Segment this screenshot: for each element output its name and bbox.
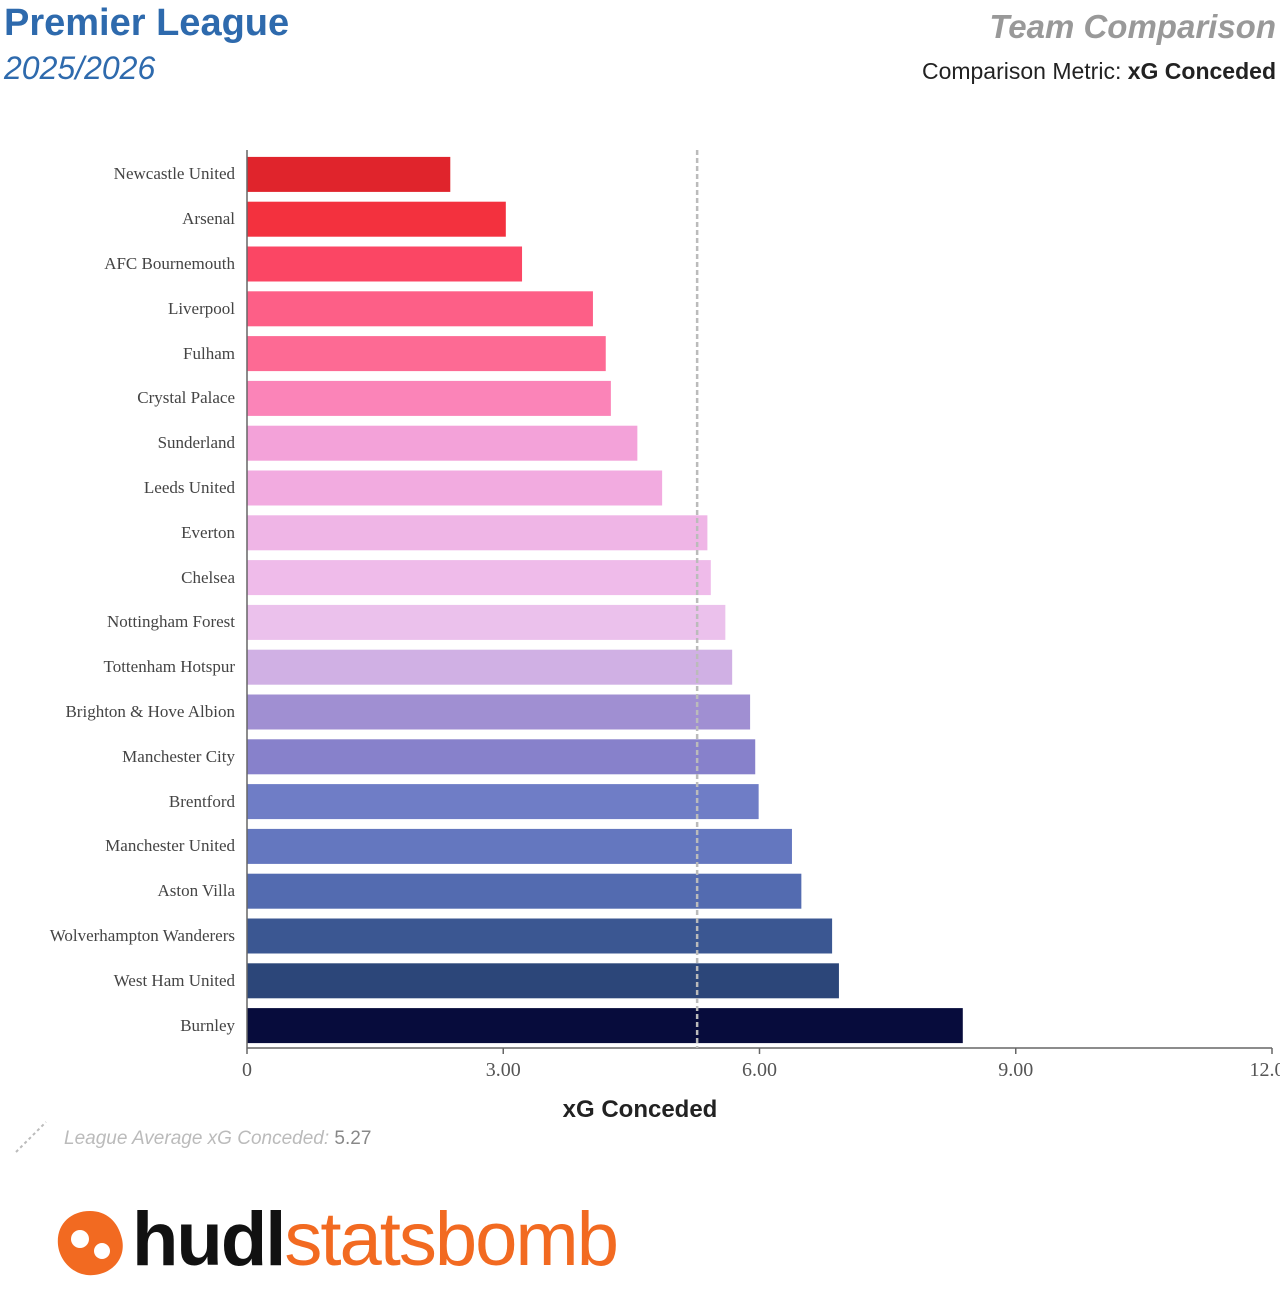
bar	[247, 918, 833, 954]
y-tick-label: Fulham	[183, 343, 235, 363]
y-tick-label: AFC Bournemouth	[104, 254, 235, 273]
season: 2025/2026	[4, 50, 156, 86]
chart: 0 3.00 6.00 9.00 12.00	[242, 150, 1280, 1081]
x-tick-label: 9.00	[998, 1059, 1033, 1081]
bar	[247, 425, 638, 461]
y-tick-label: Leeds United	[143, 478, 235, 497]
x-tick-label: 6.00	[742, 1059, 777, 1081]
y-tick-label: Manchester City	[122, 746, 235, 766]
y-tick-label: Chelsea	[181, 567, 235, 587]
y-tick-label: Burnley	[180, 1015, 235, 1035]
metric: xG Conceded	[1127, 58, 1276, 84]
y-tick-label: Crystal Palace	[137, 388, 235, 408]
subtitle: Team Comparison	[989, 8, 1276, 45]
y-tick-label: West Ham United	[113, 970, 235, 990]
bar	[247, 649, 733, 685]
y-tick-label: Aston Villa	[157, 881, 235, 901]
y-tick-label: Arsenal	[182, 209, 235, 229]
bar	[247, 336, 606, 372]
y-tick-label: Manchester United	[105, 836, 235, 856]
title: Premier League	[4, 2, 290, 44]
legend-value: 5.27	[334, 1128, 372, 1149]
bar	[247, 828, 792, 864]
legend: League Average xG Conceded: 5.27	[64, 1128, 371, 1150]
x-tick-label: 0	[242, 1059, 252, 1081]
legend-icon	[15, 1121, 47, 1153]
bar	[247, 784, 759, 820]
logo-part1: hudl	[132, 1197, 286, 1282]
y-tick-label: Brighton & Hove Albion	[65, 702, 235, 721]
y-tick-label: Wolverhampton Wanderers	[49, 926, 235, 945]
metric-label: Comparison Metric:	[921, 58, 1122, 84]
bar	[247, 156, 451, 192]
bar	[247, 873, 802, 909]
x-axis-label: xG Conceded	[0, 1096, 1280, 1124]
y-tick-label: Newcastle United	[113, 164, 235, 184]
bar	[247, 560, 711, 596]
y-tick-label: Sunderland	[157, 433, 235, 453]
y-tick-label: Tottenham Hotspur	[103, 657, 235, 677]
bar	[247, 694, 751, 730]
bar	[247, 201, 506, 237]
bar	[247, 470, 663, 506]
y-tick-label: Liverpool	[167, 298, 235, 318]
bar	[247, 515, 708, 551]
x-tick-label: 12.00	[1250, 1059, 1280, 1081]
bar	[247, 246, 523, 282]
bar	[247, 963, 839, 999]
bar	[247, 291, 593, 327]
bar	[247, 380, 611, 416]
y-tick-label: Brentford	[168, 791, 235, 811]
y-tick-label: Everton	[181, 522, 235, 542]
logo-icon	[57, 1211, 123, 1276]
metric-line: Comparison Metric: xG Conceded	[922, 58, 1276, 85]
logo-part2: statsbomb	[284, 1197, 619, 1282]
y-tick-label: Nottingham Forest	[107, 612, 235, 632]
logo: hudlstatsbomb	[132, 1196, 619, 1283]
bar	[247, 1008, 963, 1044]
x-axis-label-text: xG Conceded	[562, 1096, 718, 1123]
bar	[247, 604, 726, 640]
bar	[247, 739, 756, 775]
x-tick-label: 3.00	[486, 1059, 521, 1081]
legend-label: League Average xG Conceded:	[64, 1128, 330, 1149]
